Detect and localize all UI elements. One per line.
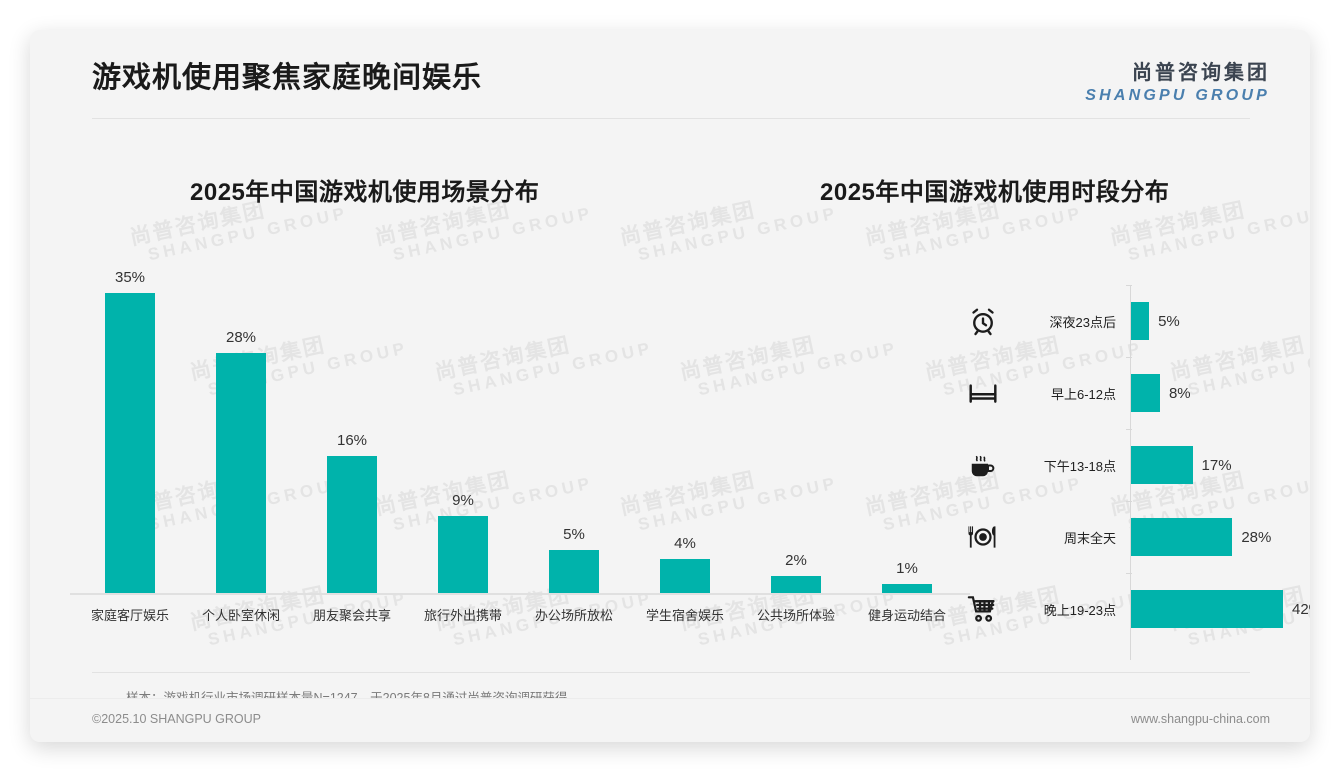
- bar-value-label: 16%: [336, 431, 368, 449]
- bar-value-label: 17%: [1201, 456, 1232, 474]
- bar-rect[interactable]: [660, 558, 710, 593]
- timeslot-label: 早上6-12点: [1050, 386, 1116, 402]
- bar-rect[interactable]: [549, 550, 599, 593]
- slide-card: 尚普咨询集团 SHANGPU GROUP 尚普咨询集团 SHANGPU GROUP 尚普…: [30, 30, 1310, 742]
- bar-value-label: 9%: [452, 491, 474, 509]
- bar-category-label: 公共场所体验: [756, 608, 836, 623]
- bar-column[interactable]: 2% 公共场所体验: [746, 551, 846, 623]
- coffee-cup-icon: [960, 450, 1006, 480]
- footnote-divider: [92, 672, 1250, 673]
- timeslot-label: 下午13-18点: [1043, 458, 1116, 474]
- bar-category-label: 健身运动结合: [867, 608, 947, 623]
- copyright-text: ©2025.10 SHANGPU GROUP: [92, 712, 261, 726]
- bar-category-label: 办公场所放松: [534, 608, 614, 623]
- bar-value-label: 28%: [1241, 528, 1272, 546]
- bar-column[interactable]: 4% 学生宿舍娱乐: [635, 534, 735, 623]
- bar-column[interactable]: 9% 旅行外出携带: [413, 491, 513, 623]
- bar-category-label: 旅行外出携带: [423, 608, 503, 623]
- shopping-cart-icon: [960, 594, 1006, 624]
- bar-category-label: 家庭客厅娱乐: [90, 608, 170, 623]
- bar-rect[interactable]: [882, 584, 932, 593]
- brand-name-en: SHANGPU GROUP: [1085, 87, 1270, 104]
- axis-tick: [1126, 429, 1132, 430]
- bar-column[interactable]: 16% 朋友聚会共享: [302, 431, 402, 623]
- bar-category-label: 学生宿舍娱乐: [645, 608, 725, 623]
- bar-column[interactable]: 28% 个人卧室休闲: [191, 329, 291, 623]
- timeslot-row[interactable]: 深夜23点后 5%: [960, 285, 1300, 357]
- bar-value-label: 35%: [114, 269, 146, 286]
- bar-rect[interactable]: [1131, 590, 1283, 628]
- bar-value-label: 5%: [563, 526, 585, 544]
- usage-scenario-bar-chart: 35% 家庭客厅娱乐 28% 个人卧室休闲 16% 朋友聚会共享 9% 旅行外出携带 5% 办公场…: [50, 255, 970, 623]
- brand-logo: 尚普咨询集团 SHANGPU GROUP: [1085, 56, 1270, 105]
- header-divider: [92, 118, 1250, 119]
- slide-header: 游戏机使用聚焦家庭晚间娱乐 尚普咨询集团 SHANGPU GROUP: [30, 30, 1310, 118]
- chart-axis-line: [1130, 285, 1131, 660]
- bar-rect[interactable]: [216, 353, 266, 593]
- bar-category-label: 朋友聚会共享: [312, 608, 392, 623]
- axis-tick: [1126, 285, 1132, 286]
- bar-rect[interactable]: [438, 515, 488, 593]
- brand-name-cn: 尚普咨询集团: [1132, 62, 1270, 84]
- timeslot-row[interactable]: 早上6-12点 8%: [960, 357, 1300, 429]
- bar-value-label: 4%: [674, 534, 696, 552]
- axis-tick: [1126, 357, 1132, 358]
- axis-tick: [1126, 501, 1132, 502]
- bar-value-label: 42%: [1292, 600, 1310, 618]
- bar-column[interactable]: 35% 家庭客厅娱乐: [80, 269, 180, 623]
- bar-value-label: 2%: [785, 551, 807, 569]
- dining-utensils-icon: [960, 523, 1006, 551]
- bar-rect[interactable]: [1131, 446, 1193, 484]
- slide-footer: ©2025.10 SHANGPU GROUP www.shangpu-china…: [30, 698, 1310, 742]
- charts-container: 2025年中国游戏机使用场景分布 35% 家庭客厅娱乐 28% 个人卧室休闲 16% 朋友…: [30, 30, 1310, 742]
- bar-track: 28%: [1131, 518, 1271, 556]
- alarm-clock-icon: [960, 306, 1006, 336]
- bar-value-label: 28%: [225, 329, 257, 346]
- bar-value-label: 8%: [1168, 384, 1191, 402]
- bar-value-label: 5%: [1158, 312, 1180, 330]
- timeslot-row[interactable]: 周末全天 28%: [960, 501, 1300, 573]
- website-url[interactable]: www.shangpu-china.com: [1131, 712, 1270, 726]
- timeslot-label: 晚上19-23点: [1043, 602, 1116, 618]
- timeslot-row[interactable]: 晚上19-23点 42%: [960, 573, 1310, 645]
- left-chart-title: 2025年中国游戏机使用场景分布: [190, 179, 540, 206]
- timeslot-row[interactable]: 下午13-18点 17%: [960, 429, 1300, 501]
- bar-rect[interactable]: [1131, 302, 1150, 340]
- bar-rect[interactable]: [771, 575, 821, 593]
- timeslot-label: 周末全天: [1063, 530, 1116, 546]
- page-title: 游戏机使用聚焦家庭晚间娱乐: [92, 62, 483, 94]
- bar-column[interactable]: 1% 健身运动结合: [857, 560, 957, 623]
- bar-value-label: 1%: [896, 560, 918, 578]
- chart-baseline: [70, 593, 970, 595]
- bar-category-label: 个人卧室休闲: [201, 608, 281, 623]
- bar-rect[interactable]: [327, 455, 377, 593]
- bar-column[interactable]: 5% 办公场所放松: [524, 526, 624, 623]
- axis-tick: [1126, 573, 1132, 574]
- right-chart-title: 2025年中国游戏机使用时段分布: [820, 179, 1170, 206]
- bed-icon: [960, 378, 1006, 408]
- bar-track: 8%: [1131, 374, 1191, 412]
- usage-timeslot-bar-chart: 深夜23点后 5% 早上6-12点 8% 下午13-18点 17% 周末全天 28% 晚上19-…: [960, 285, 1310, 660]
- bar-track: 17%: [1131, 446, 1232, 484]
- bar-track: 42%: [1131, 590, 1310, 628]
- bar-rect[interactable]: [1131, 374, 1160, 412]
- timeslot-label: 深夜23点后: [1049, 314, 1116, 330]
- bar-rect[interactable]: [1131, 518, 1233, 556]
- bar-rect[interactable]: [105, 293, 155, 593]
- bar-track: 5%: [1131, 302, 1180, 340]
